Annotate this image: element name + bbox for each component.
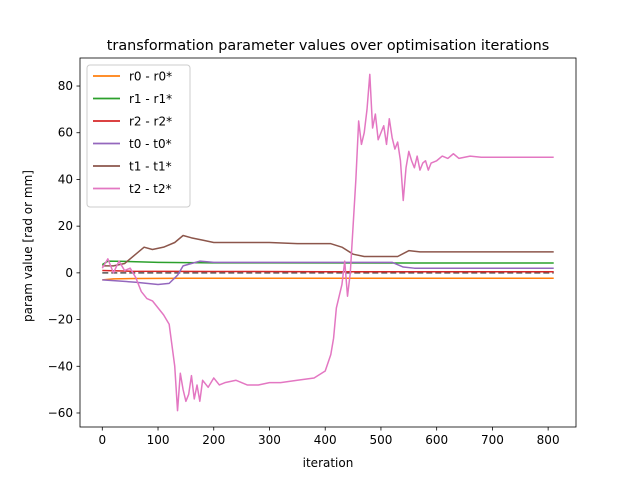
legend-label: t2 - t2* — [129, 182, 172, 196]
y-tick-label: 0 — [65, 266, 73, 280]
y-tick-label: −60 — [48, 406, 73, 420]
series-group — [101, 73, 554, 412]
legend-label: t1 - t1* — [129, 160, 172, 174]
x-tick-label: 700 — [481, 433, 504, 447]
y-tick-label: 80 — [58, 79, 73, 93]
plot-frame — [79, 57, 577, 428]
series-line-2 — [102, 269, 554, 273]
y-tick-label: −20 — [48, 313, 73, 327]
x-tick-label: 200 — [202, 433, 225, 447]
series-line-4 — [102, 234, 554, 267]
legend-label: t0 - t0* — [129, 137, 172, 151]
legend-label: r2 - r2* — [129, 115, 172, 129]
legend-box — [86, 64, 191, 208]
y-axis-label: param value [rad or mm] — [21, 170, 35, 322]
series-line-5 — [101, 73, 554, 412]
x-tick-label: 0 — [98, 433, 106, 447]
y-tick-label: −40 — [48, 359, 73, 373]
y-tick-label: 40 — [58, 172, 73, 186]
y-tick-label: 20 — [58, 219, 73, 233]
x-tick-label: 400 — [314, 433, 337, 447]
x-tick-label: 100 — [147, 433, 170, 447]
series-line-3 — [102, 260, 554, 286]
legend: r0 - r0* r1 - r1* r2 - r2* t0 - t0* t1 - t1*… — [86, 64, 191, 208]
y-tick-label: 60 — [58, 126, 73, 140]
x-tick-label: 300 — [258, 433, 281, 447]
legend-label: r0 - r0* — [129, 70, 172, 84]
axes: 0 100 200 300 400 500 600 700 800 −60 −40 −20 0 20 40 6… — [48, 57, 577, 447]
legend-label: r1 - r1* — [129, 92, 172, 106]
series-line-0 — [102, 277, 554, 281]
plot-area — [101, 73, 554, 412]
chart-title: transformation parameter values over opt… — [107, 38, 549, 54]
x-axis-label: iteration — [303, 456, 354, 470]
x-tick-label: 500 — [369, 433, 392, 447]
x-tick-label: 600 — [425, 433, 448, 447]
x-tick-label: 800 — [537, 433, 560, 447]
